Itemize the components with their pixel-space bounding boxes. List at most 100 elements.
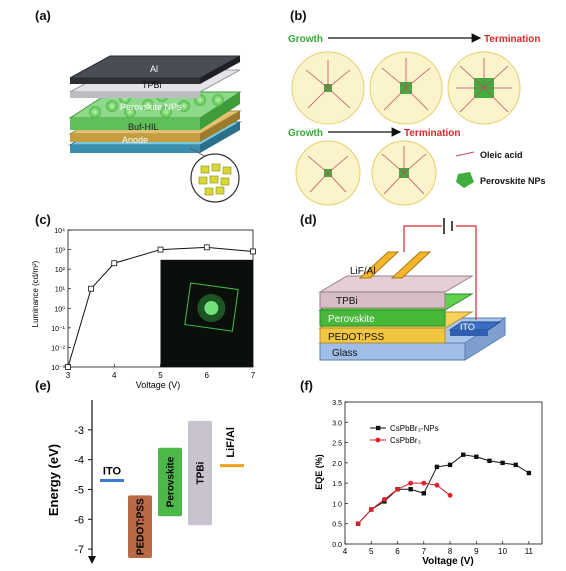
- legend-marker: [375, 437, 381, 443]
- x-tick-label: 6: [205, 371, 210, 380]
- panel-d-device-architecture: Glass ITO PEDOT:PSS Perovskite TPBi LiF/…: [318, 218, 507, 361]
- layer-label-tpbi: TPBi: [142, 80, 162, 90]
- luminance-point: [250, 248, 256, 255]
- zoom-inset-cubes: [198, 163, 232, 196]
- row2-growth-label: Growth: [288, 128, 323, 139]
- series-point: [368, 507, 374, 512]
- circuit-wire: [403, 225, 442, 252]
- chart-eqe: 0.0 0.5 1.0 1.5 2.0 2.5 3.0 3.5 4 5 6 7 8 9 10 11 CsPbBr…: [314, 400, 543, 567]
- chart-luminance: 10⁻³ 10⁻² 10⁻¹ 10⁰ 10¹ 10² 10³ 10⁴ 3 4 5 6 7 Voltage…: [31, 228, 256, 390]
- chart-c-xlabel: Voltage (V): [136, 380, 181, 390]
- layer-label-buf-hil: Buf-HIL: [128, 122, 159, 132]
- luminance-point: [157, 246, 164, 253]
- chart-c-ylabel: Luminance (cd/m²): [31, 260, 40, 327]
- series-point: [461, 452, 466, 457]
- energy-tick-label: -5: [74, 484, 84, 496]
- series-point: [447, 462, 453, 468]
- energy-tick-label: -4: [74, 455, 84, 467]
- y-tick-label: 10⁴: [54, 228, 65, 235]
- perovskite-layer: [319, 309, 446, 327]
- row2-ligands: [307, 146, 427, 195]
- tpbi-box: [188, 420, 212, 526]
- series-point: [408, 487, 413, 492]
- legend-label: CsPbBr₃-NPs: [390, 424, 439, 433]
- chart-energy-levels: -3 -4 -5 -6 -7 ITO PEDOT:PSS Perovskite TPBi LiF/…: [46, 400, 244, 564]
- y-tick-label: 1.5: [332, 481, 342, 488]
- pedot-pss-box: [128, 495, 152, 559]
- series-point: [382, 496, 387, 502]
- x-tick-label: 10: [498, 547, 507, 556]
- x-tick-label: 11: [525, 547, 534, 556]
- y-tick-label: 10²: [55, 267, 66, 274]
- y-tick-label: 10⁻¹: [51, 326, 65, 333]
- y-tick-label: 0.5: [332, 522, 342, 529]
- oleic-acid-legend-label: Oleic acid: [480, 150, 523, 160]
- series-point: [408, 480, 414, 486]
- y-tick-label: 3.5: [332, 400, 342, 407]
- pedot-pss-label: PEDOT:PSS: [136, 498, 147, 555]
- luminance-line: [67, 246, 254, 368]
- y-tick-label: 2.5: [332, 441, 342, 448]
- x-tick-label: 4: [112, 371, 117, 380]
- tpbi-label: TPBi: [336, 296, 358, 307]
- pedot-layer: [319, 327, 446, 344]
- panel-label-d: (d): [300, 212, 317, 227]
- inset-glow: [204, 301, 219, 316]
- series-point: [474, 454, 479, 459]
- y-tick-label: 3.0: [332, 420, 342, 427]
- panel-label-f: (f): [300, 378, 313, 393]
- panel-label-a: (a): [35, 8, 51, 23]
- layer-label-perovskite-nps: Perovskite NPs: [120, 102, 182, 112]
- panel-a-device-stack: Al TPBi Perovskite NPs Buf-HIL Anode: [68, 55, 242, 203]
- inset-glow-halo: [197, 294, 226, 323]
- chart-e-ylabel: Energy (eV): [46, 444, 61, 516]
- series-point: [355, 521, 361, 527]
- row1-termination-label: Termination: [484, 34, 540, 45]
- perovskite-nps-legend-label: Perovskite NPs: [480, 176, 546, 186]
- series-point: [513, 462, 518, 468]
- series-point: [395, 486, 400, 492]
- energy-axis-arrow: [88, 556, 96, 564]
- x-tick-label: 6: [395, 547, 400, 556]
- series-point: [487, 458, 492, 464]
- y-tick-label: 10⁻²: [51, 345, 65, 352]
- luminance-point: [88, 285, 95, 292]
- chart-f-ylabel: EQE (%): [314, 454, 324, 490]
- energy-tick-label: -7: [74, 544, 84, 556]
- y-tick-label: 10¹: [55, 287, 66, 294]
- series-point: [526, 470, 532, 476]
- lif-al-label: LiF/Al: [225, 427, 237, 458]
- y-tick-label: 10⁻³: [51, 365, 65, 372]
- perovskite-label: Perovskite: [166, 456, 177, 507]
- luminance-point: [111, 260, 118, 267]
- panel-label-b: (b): [290, 8, 307, 23]
- y-tick-label: 0.0: [332, 542, 342, 549]
- chart-f-xlabel: Voltage (V): [422, 556, 473, 567]
- tpbi-layer: [319, 291, 446, 309]
- pedot-label: PEDOT:PSS: [328, 332, 384, 343]
- y-tick-label: 2.0: [332, 461, 342, 468]
- x-tick-label: 5: [369, 547, 374, 556]
- series-point: [421, 491, 426, 496]
- series-point: [421, 480, 427, 486]
- x-tick-label: 5: [158, 371, 163, 380]
- series-point: [500, 460, 505, 466]
- lif-al-label: LiF/Al: [350, 266, 376, 277]
- series-point: [447, 492, 453, 498]
- perovskite-label: Perovskite: [328, 314, 375, 325]
- row1-ligands: [305, 58, 512, 113]
- perovskite-nps-legend-icon: [456, 172, 474, 188]
- ito-label: ITO: [460, 322, 475, 332]
- energy-tick-label: -6: [74, 514, 84, 526]
- plot-frame: [344, 401, 543, 545]
- row2-micelles: [295, 140, 437, 206]
- layer-label-anode: Anode: [122, 135, 148, 145]
- series-line: [357, 454, 530, 525]
- series-point: [434, 482, 440, 488]
- series-point: [434, 464, 440, 470]
- ito-label: ITO: [103, 466, 122, 478]
- inset-photo: [160, 259, 253, 367]
- row1-growth-label: Growth: [288, 34, 323, 45]
- perovskite-box: [158, 447, 182, 517]
- row2-termination-label: Termination: [404, 128, 460, 139]
